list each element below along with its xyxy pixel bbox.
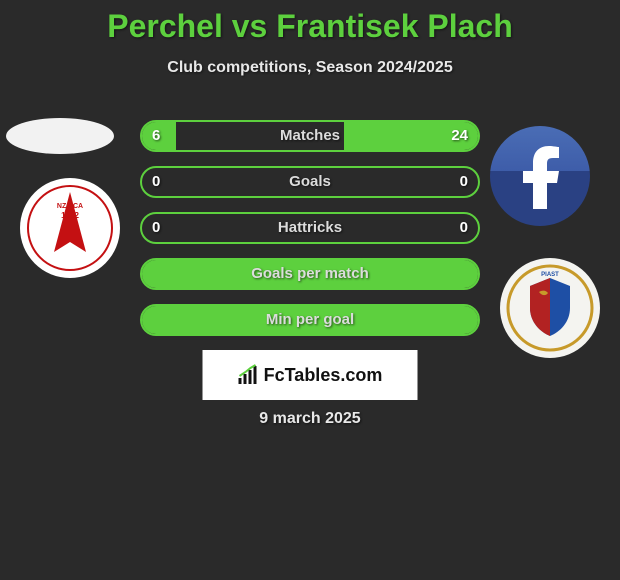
date-text: 9 march 2025	[0, 410, 620, 428]
right-club-badge: PIAST	[500, 258, 600, 358]
subtitle: Club competitions, Season 2024/2025	[0, 59, 620, 77]
chart-icon	[238, 364, 260, 386]
stat-label: Goals per match	[142, 260, 478, 288]
left-player-avatar	[6, 118, 114, 154]
stat-label: Hattricks	[142, 214, 478, 242]
brand-label: FcTables.com	[264, 365, 383, 386]
stat-row: Hattricks0 0	[140, 212, 480, 244]
page-title: Perchel vs Frantisek Plach	[0, 0, 620, 45]
svg-text:1902: 1902	[61, 211, 79, 220]
stat-row: Matches6 24	[140, 120, 480, 152]
left-club-logo: NZA CA 1902	[26, 184, 114, 272]
left-club-badge: NZA CA 1902	[20, 178, 120, 278]
stat-label: Matches	[142, 122, 478, 150]
stat-label: Goals	[142, 168, 478, 196]
stat-row: Goals per match	[140, 258, 480, 290]
right-player-avatar	[490, 126, 590, 226]
stat-left-value: 6	[152, 122, 160, 150]
stat-left-value: 0	[152, 214, 160, 242]
stat-label: Min per goal	[142, 306, 478, 334]
brand-box[interactable]: FcTables.com	[203, 350, 418, 400]
stat-right-value: 0	[460, 214, 468, 242]
facebook-icon	[505, 141, 575, 211]
stat-row: Goals0 0	[140, 166, 480, 198]
comparison-card: Perchel vs Frantisek Plach Club competit…	[0, 0, 620, 580]
svg-text:NZA CA: NZA CA	[57, 203, 83, 210]
right-club-logo: PIAST	[506, 264, 594, 352]
svg-text:PIAST: PIAST	[541, 272, 559, 278]
stat-row: Min per goal	[140, 304, 480, 336]
stats-area: Matches624Goals00Hattricks00Goals per ma…	[140, 120, 480, 350]
stat-right-value: 0	[460, 168, 468, 196]
stat-left-value: 0	[152, 168, 160, 196]
stat-right-value: 24	[451, 122, 468, 150]
